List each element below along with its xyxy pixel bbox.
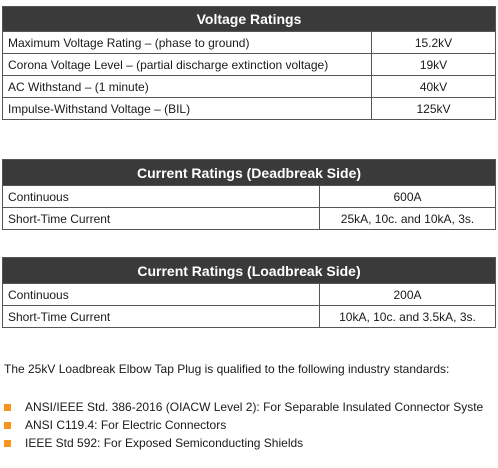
row-label: Short-Time Current [8, 309, 111, 324]
table-row: Maximum Voltage Rating – (phase to groun… [3, 31, 495, 53]
row-value: 10kA, 10c. and 3.5kA, 3s. [319, 306, 495, 327]
deadbreak-current-table: Current Ratings (Deadbreak Side) Continu… [2, 159, 496, 230]
row-label: Continuous [8, 287, 69, 302]
square-bullet-icon [4, 439, 11, 447]
table-title: Current Ratings (Loadbreak Side) [3, 258, 495, 283]
table-title: Current Ratings (Deadbreak Side) [3, 160, 495, 185]
table-row: Continuous 600A [3, 185, 495, 207]
row-value: 200A [319, 284, 495, 305]
table-row: Short-Time Current 25kA, 10c. and 10kA, … [3, 207, 495, 229]
row-label: AC Withstand – (1 minute) [8, 79, 149, 94]
square-bullet-icon [4, 421, 11, 429]
row-label: Continuous [8, 189, 69, 204]
table-row: Impulse-Withstand Voltage – (BIL) 125kV [3, 97, 495, 119]
list-item: ANSI/IEEE Std. 386-2016 (OIACW Level 2):… [4, 398, 498, 416]
list-item: ANSI C119.4: For Electric Connectors [4, 416, 498, 434]
table-row: Corona Voltage Level – (partial discharg… [3, 53, 495, 75]
standard-text: ANSI/IEEE Std. 386-2016 (OIACW Level 2):… [25, 400, 484, 414]
standard-text: ANSI C119.4: For Electric Connectors [25, 418, 227, 432]
standard-text: IEEE Std 592: For Exposed Semiconducting… [25, 436, 304, 450]
row-value: 125kV [371, 98, 495, 119]
square-bullet-icon [4, 403, 11, 411]
row-value: 19kV [371, 54, 495, 75]
row-value: 15.2kV [371, 32, 495, 53]
row-label: Short-Time Current [8, 211, 111, 226]
list-item: IEEE Std 592: For Exposed Semiconducting… [4, 434, 498, 452]
row-value: 600A [319, 186, 495, 207]
standards-intro: The 25kV Loadbreak Elbow Tap Plug is qua… [4, 362, 450, 376]
standards-list: ANSI/IEEE Std. 386-2016 (OIACW Level 2):… [4, 398, 498, 452]
voltage-ratings-table: Voltage Ratings Maximum Voltage Rating –… [2, 6, 496, 120]
row-value: 40kV [371, 76, 495, 97]
row-label: Maximum Voltage Rating – (phase to groun… [8, 35, 250, 50]
loadbreak-current-table: Current Ratings (Loadbreak Side) Continu… [2, 257, 496, 328]
row-value: 25kA, 10c. and 10kA, 3s. [319, 208, 495, 229]
table-row: Short-Time Current 10kA, 10c. and 3.5kA,… [3, 305, 495, 327]
row-label: Corona Voltage Level – (partial discharg… [8, 57, 329, 72]
row-label: Impulse-Withstand Voltage – (BIL) [8, 101, 191, 116]
table-title: Voltage Ratings [3, 7, 495, 31]
table-row: AC Withstand – (1 minute) 40kV [3, 75, 495, 97]
table-row: Continuous 200A [3, 283, 495, 305]
